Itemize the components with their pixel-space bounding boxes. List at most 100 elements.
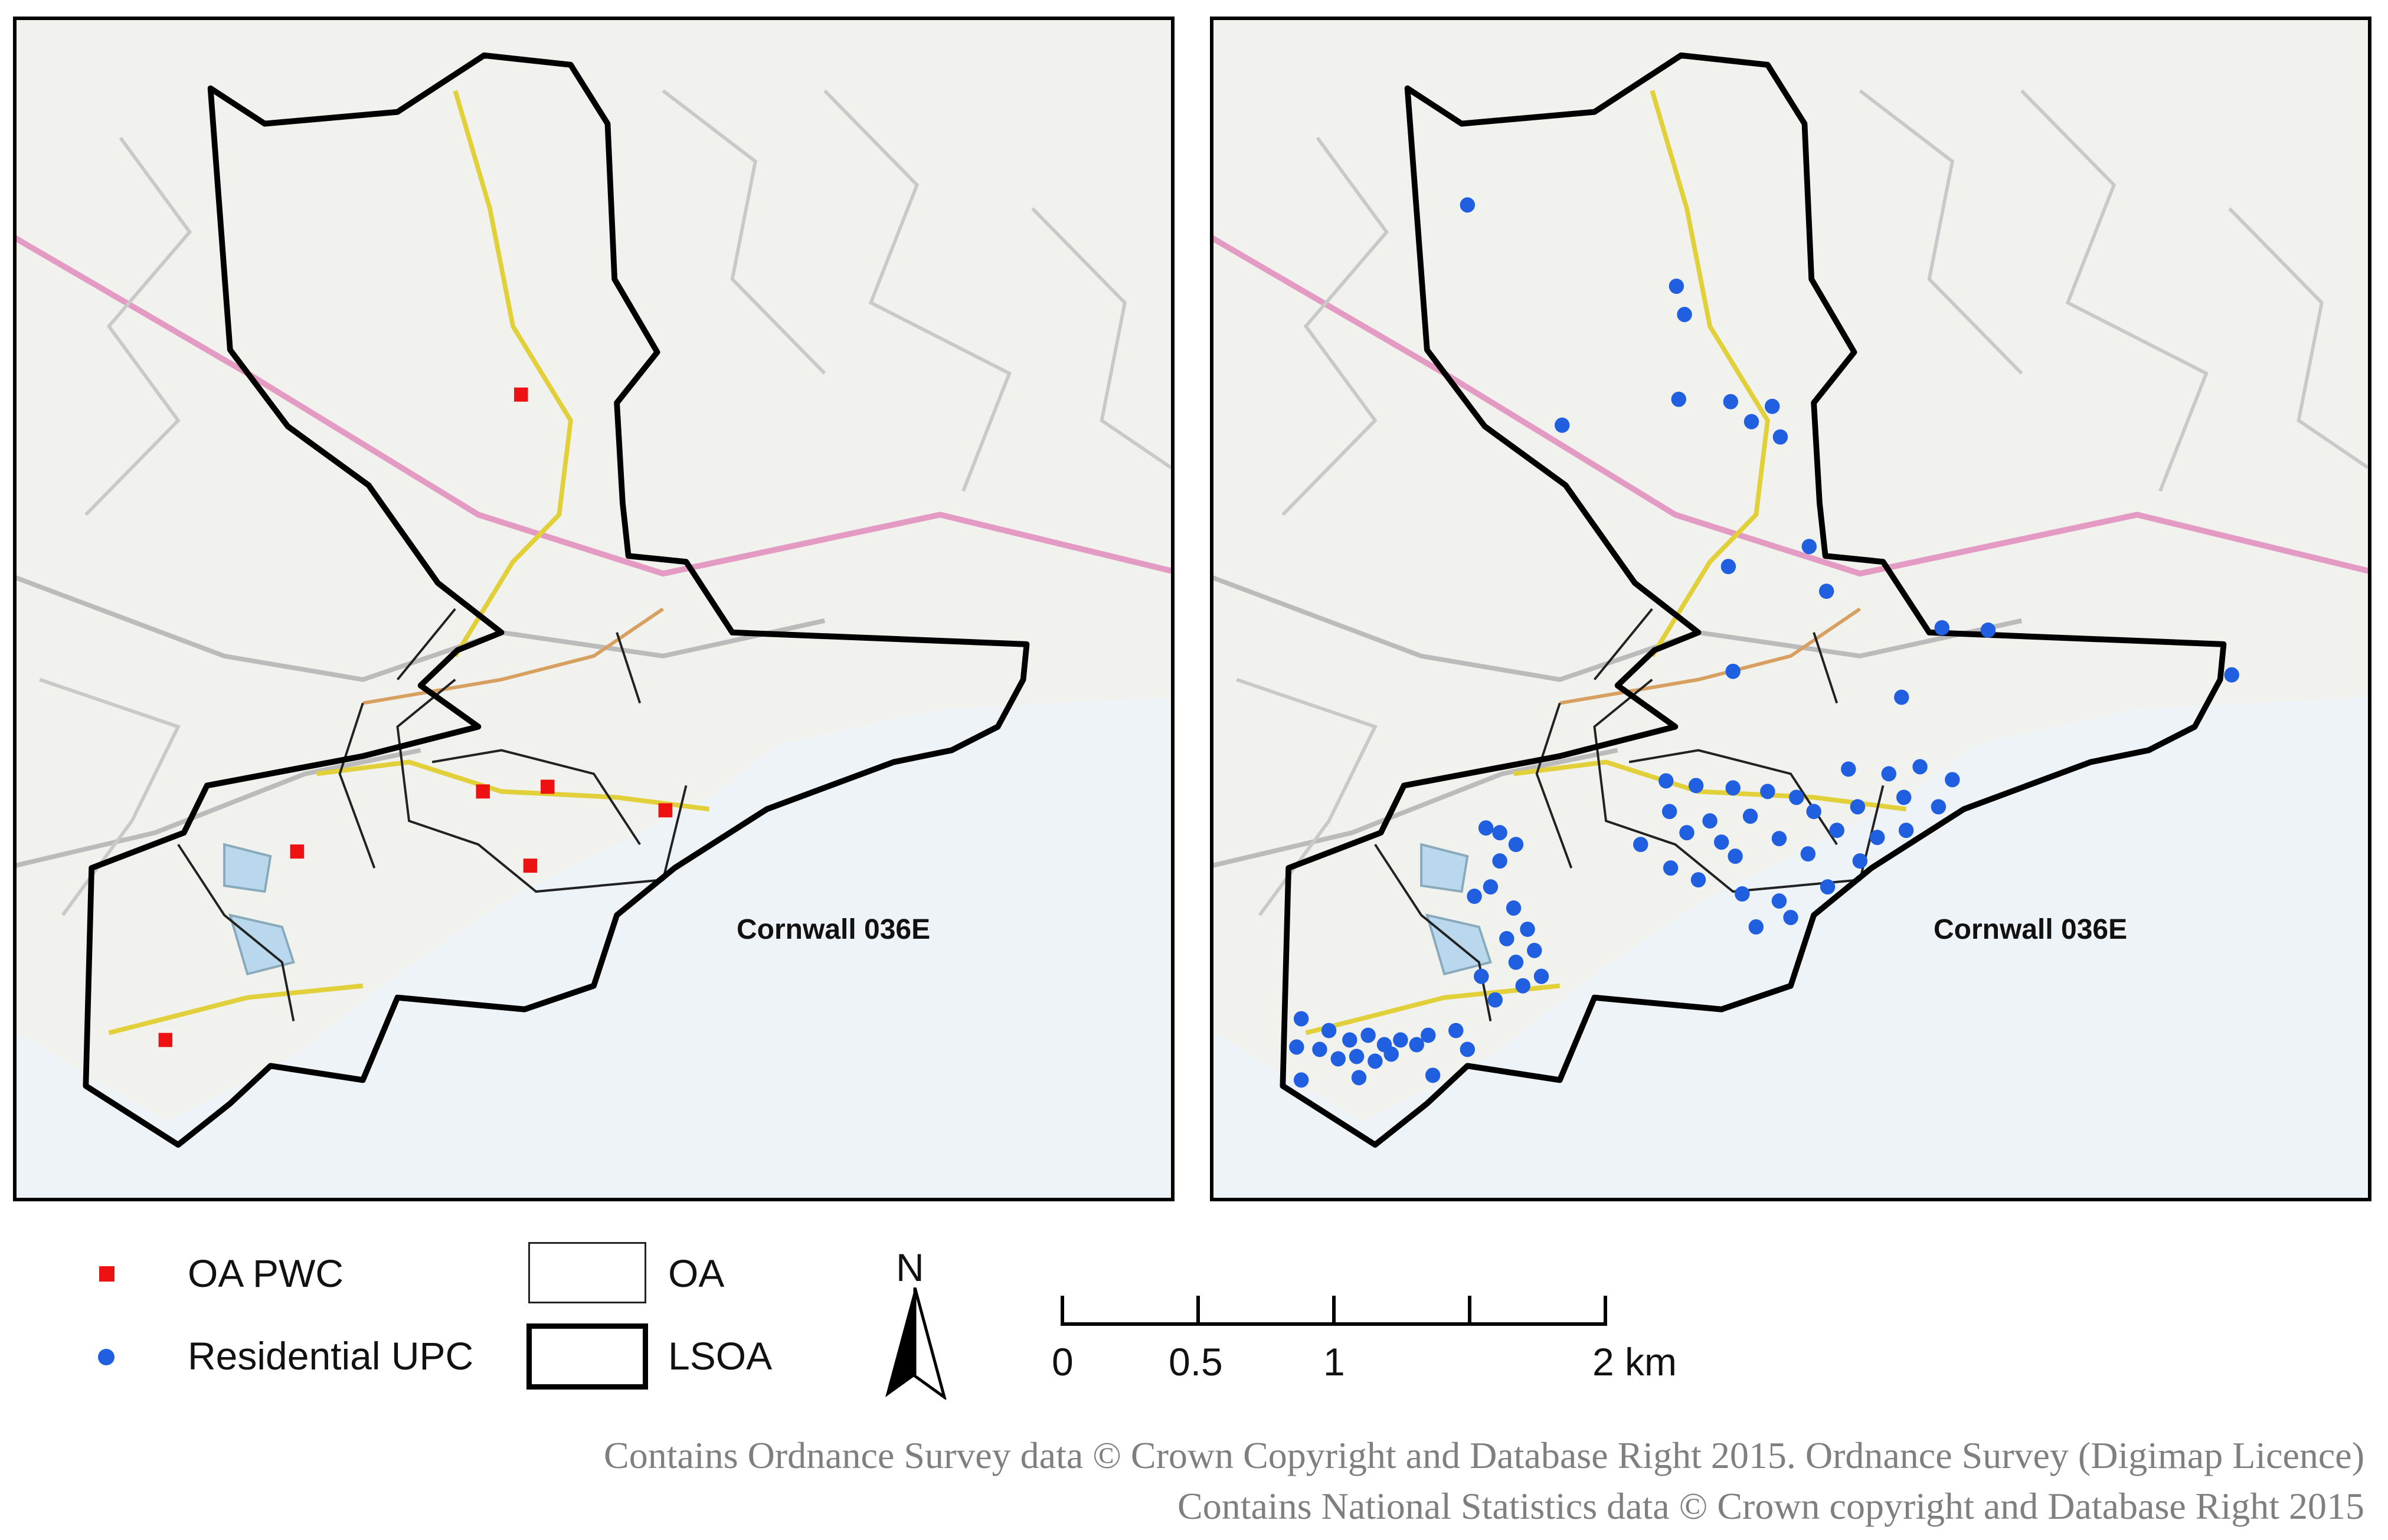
residential-upc-marker	[1663, 860, 1679, 876]
north-arrow: N	[879, 1245, 950, 1400]
residential-upc-marker	[1460, 1041, 1476, 1057]
residential-upc-marker	[1771, 831, 1787, 847]
oa-pwc-marker	[290, 844, 305, 859]
scale-label-1: 1	[1323, 1340, 1345, 1384]
lsoa-label: Cornwall 036E	[737, 914, 931, 945]
oa-pwc-marker	[514, 387, 528, 402]
residential-upc-marker	[1852, 853, 1868, 869]
residential-upc-marker	[1688, 778, 1704, 794]
residential-upc-marker	[1789, 789, 1804, 805]
residential-upc-marker	[1383, 1046, 1399, 1062]
legend-residential-upc-marker	[98, 1349, 115, 1365]
residential-upc-marker	[1487, 992, 1503, 1008]
residential-upc-marker	[1533, 968, 1549, 984]
residential-upc-marker	[1527, 942, 1542, 958]
residential-upc-marker	[1720, 559, 1736, 575]
residential-upc-marker	[1679, 825, 1695, 841]
residential-upc-marker	[1409, 1037, 1424, 1053]
scale-label-2km: 2 km	[1592, 1340, 1677, 1384]
residential-upc-marker	[1474, 968, 1489, 984]
residential-upc-marker	[1393, 1032, 1408, 1048]
legend-oa-pwc-label: OA PWC	[188, 1251, 344, 1295]
residential-upc-marker	[1289, 1039, 1304, 1055]
residential-upc-marker	[1506, 900, 1522, 916]
residential-upc-marker	[1894, 689, 1909, 705]
residential-upc-marker	[1425, 1067, 1441, 1083]
residential-upc-marker	[1492, 825, 1507, 841]
residential-upc-marker	[1742, 808, 1758, 824]
residential-upc-marker	[1748, 919, 1764, 935]
scale-label-0: 0	[1052, 1340, 1074, 1384]
residential-upc-marker	[1671, 391, 1686, 407]
residential-upc-marker	[1934, 620, 1949, 635]
credit-line-ordnance-survey: Contains Ordnance Survey data © Crown Co…	[604, 1434, 2364, 1476]
legend-lsoa-swatch	[526, 1323, 648, 1390]
residential-upc-marker	[1764, 398, 1780, 414]
residential-upc-marker	[1725, 663, 1741, 679]
legend-residential-upc-label: Residential UPC	[188, 1334, 474, 1378]
residential-upc-marker	[1725, 780, 1741, 796]
residential-upc-marker	[1931, 799, 1947, 815]
residential-upc-marker	[1421, 1027, 1436, 1043]
residential-upc-marker	[1448, 1023, 1464, 1038]
residential-upc-marker	[1912, 759, 1928, 775]
residential-upc-marker	[1841, 761, 1856, 777]
map-oa-pwc	[17, 52, 1171, 1198]
residential-upc-marker	[1661, 804, 1677, 820]
legend-oa-swatch	[528, 1242, 646, 1303]
residential-upc-marker	[1820, 879, 1836, 895]
residential-upc-marker	[1368, 1053, 1383, 1069]
credit-line-national-statistics: Contains National Statistics data © Crow…	[1177, 1485, 2364, 1527]
residential-upc-marker	[1898, 823, 1914, 838]
map-panel-residential-upc: Cornwall 036E	[1210, 17, 2371, 1201]
residential-upc-marker	[1980, 622, 1996, 638]
residential-upc-marker	[1723, 394, 1739, 409]
residential-upc-marker	[1818, 584, 1834, 599]
legend-lsoa-label: LSOA	[668, 1334, 773, 1378]
residential-upc-marker	[1499, 930, 1514, 946]
legend-oa-label: OA	[668, 1251, 725, 1295]
residential-upc-marker	[1483, 879, 1499, 895]
oa-pwc-points	[158, 387, 673, 1047]
residential-upc-marker	[1554, 417, 1570, 433]
map-panel-oa-pwc: Cornwall 036E	[13, 17, 1175, 1201]
residential-upc-marker	[1690, 872, 1706, 888]
map-residential-upc	[1213, 52, 2368, 1198]
oa-pwc-marker	[158, 1033, 173, 1047]
residential-upc-marker	[1760, 784, 1775, 800]
residential-upc-marker	[1735, 886, 1750, 902]
north-arrow-icon	[885, 1287, 947, 1400]
residential-upc-marker	[1850, 799, 1866, 815]
residential-upc-marker	[1515, 978, 1530, 994]
residential-upc-marker	[1321, 1023, 1337, 1038]
residential-upc-marker	[1467, 889, 1482, 904]
oa-pwc-marker	[476, 784, 490, 799]
oa-pwc-marker	[658, 803, 673, 818]
residential-upc-marker	[1351, 1070, 1367, 1086]
residential-upc-marker	[1896, 789, 1912, 805]
residential-upc-marker	[1478, 820, 1494, 836]
residential-upc-marker	[1460, 197, 1476, 213]
residential-upc-marker	[2224, 667, 2239, 683]
residential-upc-marker	[1800, 846, 1816, 862]
residential-upc-marker	[1349, 1048, 1365, 1064]
residential-upc-marker	[1801, 539, 1817, 555]
oa-pwc-marker	[541, 779, 555, 794]
residential-upc-marker	[1330, 1051, 1346, 1067]
residential-upc-points	[1289, 197, 2239, 1088]
residential-upc-marker	[1713, 834, 1729, 850]
residential-upc-marker	[1520, 921, 1535, 937]
residential-upc-marker	[1633, 837, 1648, 853]
residential-upc-marker	[1658, 773, 1674, 789]
scale-label-0-5: 0.5	[1169, 1340, 1223, 1384]
residential-upc-marker	[1293, 1072, 1309, 1088]
residential-upc-marker	[1293, 1011, 1309, 1027]
north-label: N	[896, 1246, 924, 1289]
residential-upc-marker	[1783, 909, 1798, 925]
residential-upc-marker	[1771, 893, 1787, 909]
lsoa-boundary	[83, 52, 1030, 1148]
residential-upc-marker	[1669, 278, 1684, 294]
residential-upc-marker	[1881, 766, 1896, 782]
residential-upc-marker	[1492, 853, 1507, 869]
residential-upc-marker	[1342, 1032, 1357, 1048]
